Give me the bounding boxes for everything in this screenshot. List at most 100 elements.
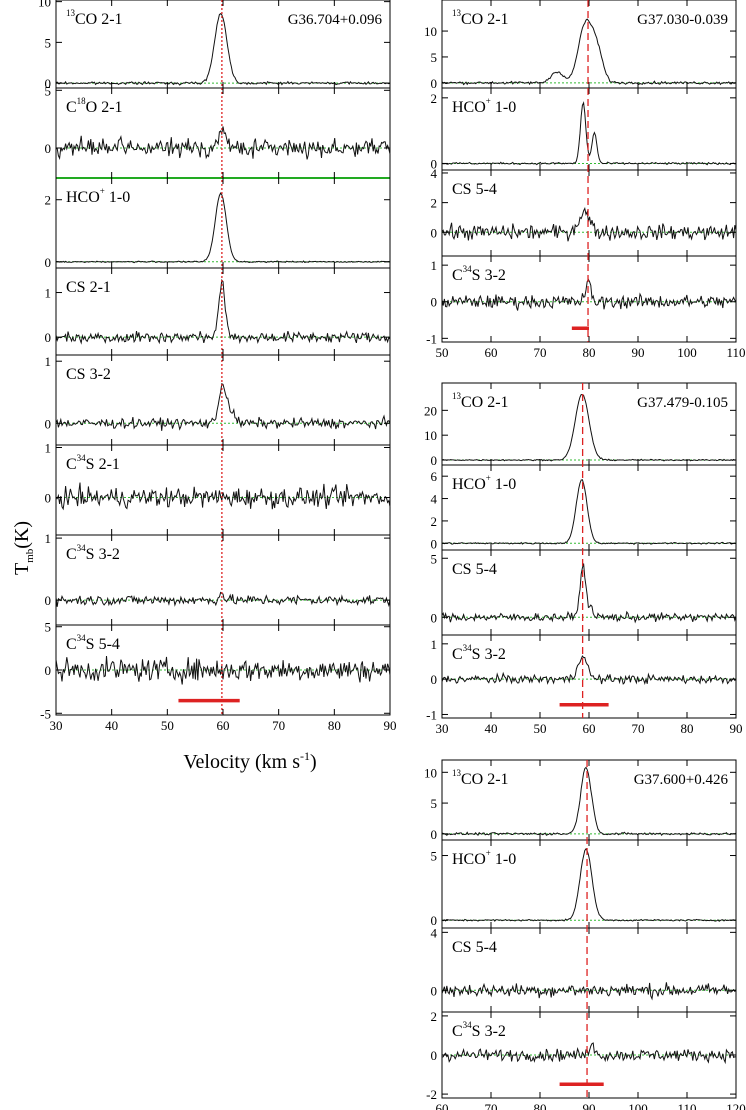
x-tick-label: 50: [436, 345, 449, 360]
x-tick-label: 100: [628, 1101, 648, 1110]
y-tick-label: 0: [45, 663, 52, 678]
y-tick-label: 2: [431, 91, 438, 106]
x-tick-label: 40: [105, 718, 118, 733]
species-label: 13CO 2-1: [452, 391, 509, 411]
y-tick-label: 0: [431, 156, 438, 171]
x-tick-label: 50: [534, 721, 547, 736]
y-tick-label: 5: [45, 620, 52, 635]
spectrum-line: [441, 278, 737, 311]
spectrum-line: [441, 479, 737, 545]
x-tick-label: 60: [436, 1101, 449, 1110]
y-tick-label: 2: [431, 1009, 438, 1024]
x-tick-label: 80: [328, 718, 341, 733]
spectrum-panel: -1 0 1 C34S 3-2: [426, 634, 737, 722]
y-tick-label: 0: [431, 453, 438, 468]
y-tick-label: 0: [431, 1048, 438, 1063]
y-tick-label: 1: [45, 354, 52, 369]
spectrum-panel: 0 5 10 13CO 2-1 G37.030-0.039: [424, 0, 737, 91]
spectrum-line: [55, 482, 391, 511]
spectrum-panel: 0 2 4 CS 5-4: [431, 166, 737, 257]
y-tick-label: 0: [431, 672, 438, 687]
y-tick-label: 20: [424, 403, 437, 418]
y-tick-label: 0: [431, 225, 438, 240]
x-tick-label: 80: [583, 345, 596, 360]
y-tick-label: 10: [38, 0, 51, 10]
x-tick-label: 50: [161, 718, 174, 733]
species-label: HCO+ 1-0: [452, 473, 516, 493]
y-tick-label: 5: [45, 83, 52, 98]
spectrum-panel: 0 5 10 13CO 2-1 G36.704+0.096: [38, 0, 391, 91]
spectrum-panel: 0 5 CS 5-4: [431, 549, 737, 636]
spectrum-panel: 0 5 10 13CO 2-1 G37.600+0.426: [424, 759, 737, 842]
spectrum-panel: 0 10 20 13CO 2-1 G37.479-0.105: [424, 382, 737, 468]
x-axis-title: Velocity (km s-1): [183, 749, 316, 773]
species-label: C34S 3-2: [66, 543, 120, 563]
spectrum-line: [55, 192, 391, 264]
species-label: CS 5-4: [452, 561, 497, 578]
x-tick-label: 90: [730, 721, 743, 736]
spectrum-line: [441, 655, 737, 685]
source-name: G36.704+0.096: [288, 12, 383, 28]
species-label: CS 5-4: [452, 939, 497, 956]
y-tick-label: 1: [431, 258, 438, 273]
x-tick-label: 80: [681, 721, 694, 736]
spectrum-line: [441, 207, 737, 242]
species-label: C34S 2-1: [66, 453, 120, 473]
spectrum-panel: 0 5 C18O 2-1: [45, 83, 391, 179]
spectrum-line: [55, 126, 391, 160]
y-tick-label: 5: [431, 796, 438, 811]
species-label: CS 5-4: [452, 181, 497, 198]
species-label: HCO+ 1-0: [452, 848, 516, 868]
y-tick-label: 1: [45, 286, 52, 301]
source-name: G37.479-0.105: [637, 395, 728, 411]
spectrum-panel: 0 1 C34S 3-2: [45, 531, 391, 626]
y-axis-title: Tmb(K): [11, 521, 36, 575]
x-tick-label: 60: [485, 345, 498, 360]
y-tick-label: 0: [431, 610, 438, 625]
spectrum-panel: -1 0 1 C34S 3-2: [426, 255, 737, 346]
y-tick-label: 2: [45, 193, 52, 208]
x-tick-label: 60: [217, 718, 230, 733]
x-tick-label: 30: [436, 721, 449, 736]
y-tick-label: 0: [45, 330, 52, 345]
y-tick-label: 0: [45, 141, 52, 156]
y-tick-label: 0: [431, 536, 438, 551]
y-tick-label: 6: [431, 469, 438, 484]
spectrum-line: [55, 655, 391, 685]
species-label: 13CO 2-1: [452, 768, 509, 788]
spectrum-line: [441, 847, 737, 922]
x-tick-label: 90: [632, 345, 645, 360]
y-tick-label: 0: [431, 913, 438, 928]
y-tick-label: 1: [45, 441, 52, 456]
spectrum-line: [55, 279, 391, 345]
y-tick-label: 0: [431, 983, 438, 998]
species-label: C18O 2-1: [66, 96, 123, 116]
source-name: G37.600+0.426: [634, 772, 729, 788]
spectrum-line: [55, 382, 391, 431]
y-tick-label: 0: [45, 416, 52, 431]
x-tick-label: 40: [485, 721, 498, 736]
y-tick-label: 10: [424, 765, 437, 780]
y-tick-label: 10: [424, 24, 437, 39]
species-label: 13CO 2-1: [452, 8, 509, 28]
spectrum-panel: -2 0 2 C34S 3-2: [426, 1009, 737, 1102]
y-tick-label: 0: [45, 76, 52, 91]
x-tick-label: 30: [50, 718, 63, 733]
y-tick-label: 4: [431, 925, 438, 940]
x-tick-label: 90: [384, 718, 397, 733]
x-tick-label: 60: [583, 721, 596, 736]
spectrum-panel: 0 5 HCO+ 1-0: [431, 839, 737, 929]
y-tick-label: 5: [431, 551, 438, 566]
y-tick-label: 0: [45, 593, 52, 608]
x-tick-label: 80: [534, 1101, 547, 1110]
x-tick-label: 120: [726, 1101, 746, 1110]
y-tick-label: -1: [426, 331, 437, 346]
y-tick-label: 0: [45, 255, 52, 270]
spectrum-panel: 0 4 CS 5-4: [431, 925, 737, 1013]
spectrum-panel: 0 2 HCO+ 1-0: [45, 177, 391, 270]
